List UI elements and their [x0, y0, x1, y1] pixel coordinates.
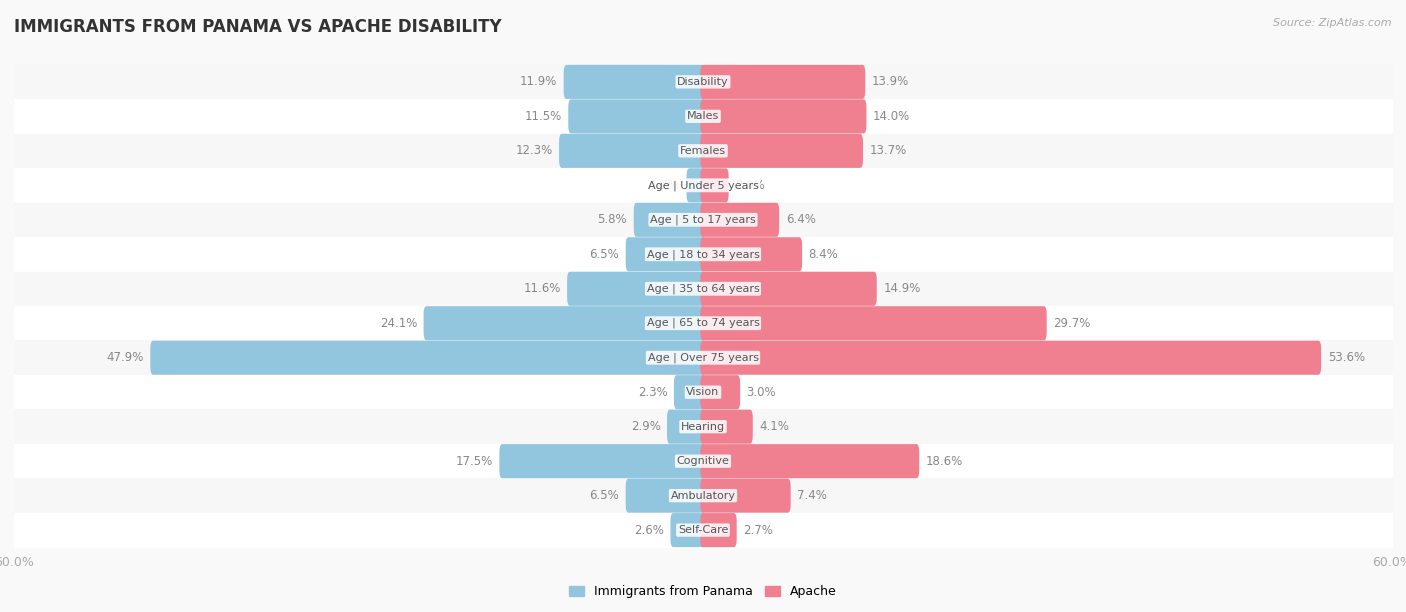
FancyBboxPatch shape: [700, 479, 790, 513]
Text: 7.4%: 7.4%: [797, 489, 827, 502]
Text: 11.5%: 11.5%: [524, 110, 562, 123]
FancyBboxPatch shape: [150, 341, 706, 375]
Text: 5.8%: 5.8%: [598, 214, 627, 226]
FancyBboxPatch shape: [564, 65, 706, 99]
Text: IMMIGRANTS FROM PANAMA VS APACHE DISABILITY: IMMIGRANTS FROM PANAMA VS APACHE DISABIL…: [14, 18, 502, 36]
FancyBboxPatch shape: [700, 409, 752, 444]
Text: 8.4%: 8.4%: [808, 248, 838, 261]
FancyBboxPatch shape: [626, 237, 706, 271]
Text: 6.5%: 6.5%: [589, 248, 619, 261]
Text: 11.9%: 11.9%: [520, 75, 557, 88]
Text: 29.7%: 29.7%: [1053, 317, 1091, 330]
FancyBboxPatch shape: [634, 203, 706, 237]
Text: Age | 5 to 17 years: Age | 5 to 17 years: [650, 215, 756, 225]
FancyBboxPatch shape: [700, 134, 863, 168]
FancyBboxPatch shape: [700, 513, 737, 547]
Text: 6.5%: 6.5%: [589, 489, 619, 502]
Text: 3.0%: 3.0%: [747, 386, 776, 398]
Text: 11.6%: 11.6%: [523, 282, 561, 295]
FancyBboxPatch shape: [700, 375, 740, 409]
Text: 53.6%: 53.6%: [1327, 351, 1365, 364]
Text: 13.7%: 13.7%: [869, 144, 907, 157]
FancyBboxPatch shape: [666, 409, 706, 444]
FancyBboxPatch shape: [700, 444, 920, 478]
Legend: Immigrants from Panama, Apache: Immigrants from Panama, Apache: [564, 580, 842, 603]
Text: Females: Females: [681, 146, 725, 156]
FancyBboxPatch shape: [700, 272, 877, 306]
Text: 18.6%: 18.6%: [925, 455, 963, 468]
FancyBboxPatch shape: [700, 99, 866, 133]
Text: Vision: Vision: [686, 387, 720, 397]
Text: Age | 65 to 74 years: Age | 65 to 74 years: [647, 318, 759, 329]
Text: 2.6%: 2.6%: [634, 524, 664, 537]
Text: 6.4%: 6.4%: [786, 214, 815, 226]
Text: Age | 18 to 34 years: Age | 18 to 34 years: [647, 249, 759, 259]
FancyBboxPatch shape: [568, 99, 706, 133]
Text: Hearing: Hearing: [681, 422, 725, 431]
Text: Disability: Disability: [678, 77, 728, 87]
Text: 2.7%: 2.7%: [744, 524, 773, 537]
FancyBboxPatch shape: [700, 237, 803, 271]
Text: Source: ZipAtlas.com: Source: ZipAtlas.com: [1274, 18, 1392, 28]
Text: Age | 35 to 64 years: Age | 35 to 64 years: [647, 283, 759, 294]
Text: Self-Care: Self-Care: [678, 525, 728, 535]
Text: Ambulatory: Ambulatory: [671, 491, 735, 501]
FancyBboxPatch shape: [686, 168, 706, 203]
Text: 4.1%: 4.1%: [759, 420, 789, 433]
FancyBboxPatch shape: [700, 341, 1322, 375]
FancyBboxPatch shape: [700, 203, 779, 237]
FancyBboxPatch shape: [700, 306, 1046, 340]
FancyBboxPatch shape: [700, 168, 728, 203]
FancyBboxPatch shape: [560, 134, 706, 168]
Text: 14.0%: 14.0%: [873, 110, 910, 123]
FancyBboxPatch shape: [700, 65, 865, 99]
Text: 24.1%: 24.1%: [380, 317, 418, 330]
Text: 2.9%: 2.9%: [631, 420, 661, 433]
Text: 2.3%: 2.3%: [638, 386, 668, 398]
Text: 47.9%: 47.9%: [107, 351, 143, 364]
Text: Cognitive: Cognitive: [676, 456, 730, 466]
Text: 1.2%: 1.2%: [650, 179, 681, 192]
FancyBboxPatch shape: [499, 444, 706, 478]
Text: 14.9%: 14.9%: [883, 282, 921, 295]
Text: Males: Males: [688, 111, 718, 121]
Text: 13.9%: 13.9%: [872, 75, 910, 88]
Text: Age | Over 75 years: Age | Over 75 years: [648, 353, 758, 363]
Text: 12.3%: 12.3%: [516, 144, 553, 157]
Text: 17.5%: 17.5%: [456, 455, 494, 468]
FancyBboxPatch shape: [567, 272, 706, 306]
FancyBboxPatch shape: [626, 479, 706, 513]
Text: Age | Under 5 years: Age | Under 5 years: [648, 180, 758, 190]
FancyBboxPatch shape: [671, 513, 706, 547]
Text: 2.0%: 2.0%: [735, 179, 765, 192]
FancyBboxPatch shape: [673, 375, 706, 409]
FancyBboxPatch shape: [423, 306, 706, 340]
